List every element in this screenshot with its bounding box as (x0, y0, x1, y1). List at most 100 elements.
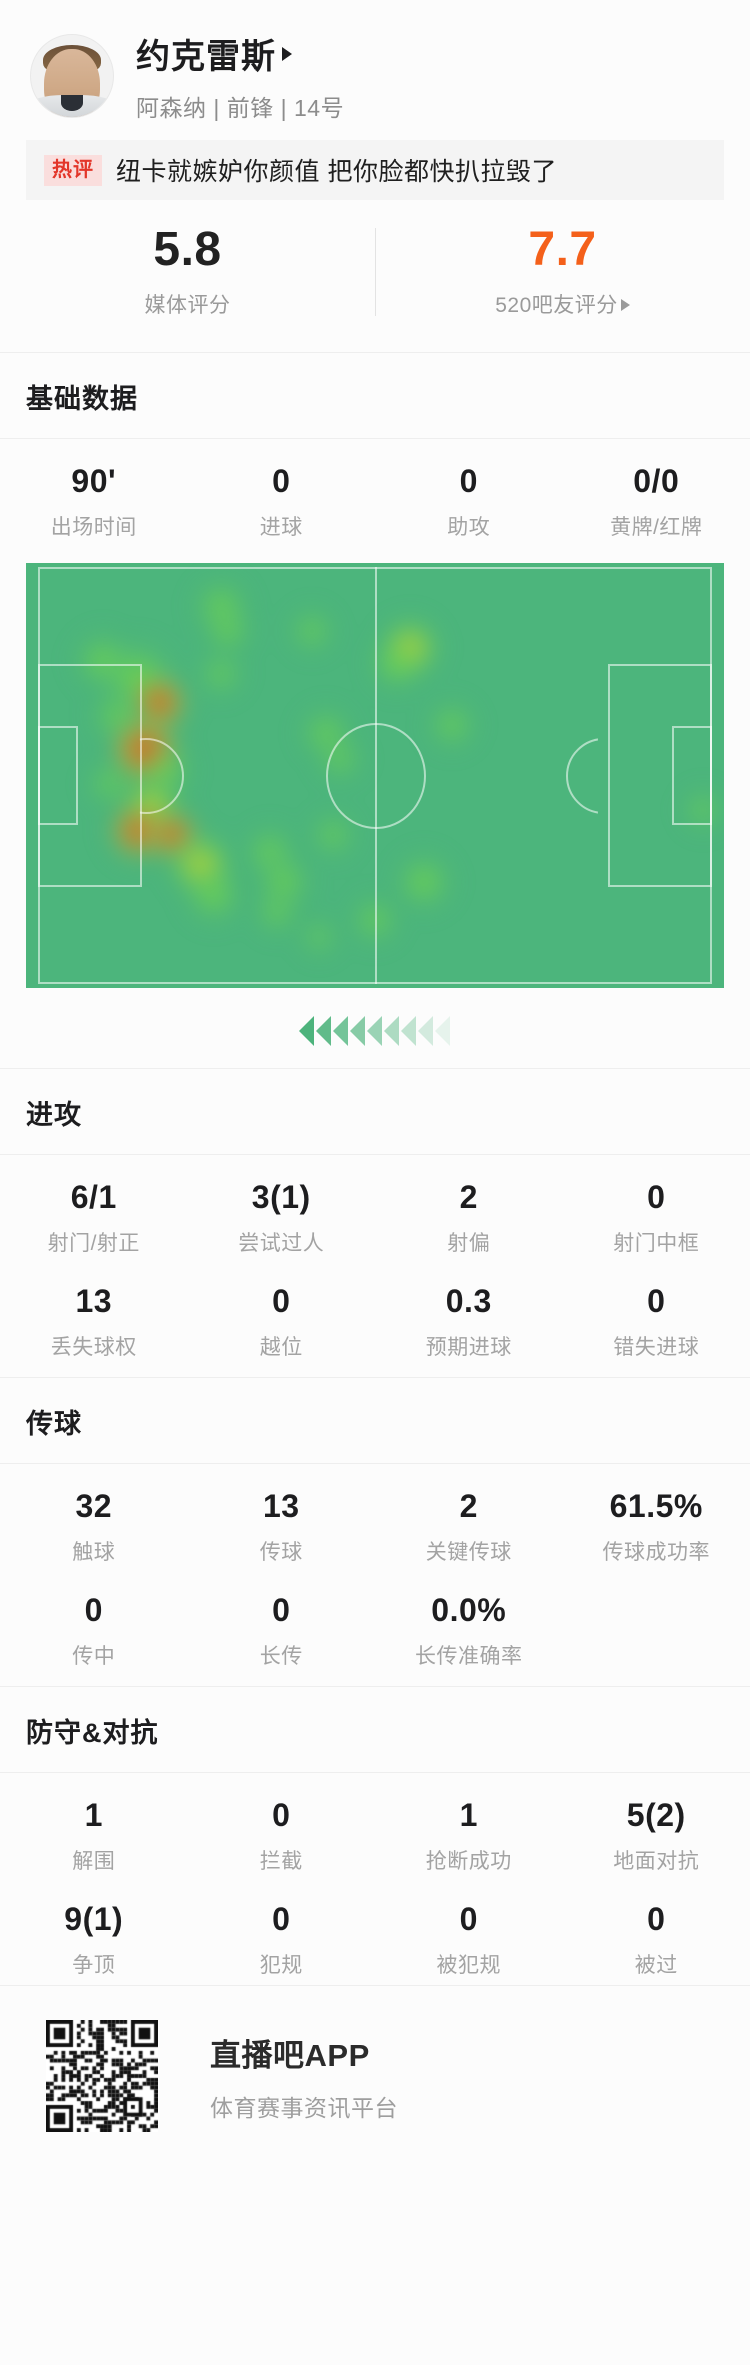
stat-cell: 0 被过 (563, 1901, 750, 1979)
stat-label: 助攻 (447, 516, 491, 539)
heat-blob (199, 651, 244, 696)
chevron-left-icon (400, 1016, 416, 1046)
stat-value: 0 (272, 1797, 291, 1833)
stat-value: 0 (272, 463, 291, 499)
stat-value: 9(1) (64, 1901, 124, 1937)
stat-value: 0 (459, 1901, 478, 1937)
stat-value: 90' (71, 463, 117, 499)
stat-value: 61.5% (609, 1488, 703, 1524)
chevron-left-icon (298, 1016, 314, 1046)
section-divider (0, 1377, 750, 1378)
chevron-right-icon (620, 299, 630, 311)
chevron-left-icon (349, 1016, 365, 1046)
stat-value: 0 (459, 463, 478, 499)
stat-cell: 9(1) 争顶 (0, 1901, 188, 1979)
chevron-left-icon (383, 1016, 399, 1046)
stat-label: 传中 (72, 1645, 116, 1668)
section-underline (0, 1772, 750, 1773)
stat-cell: 61.5% 传球成功率 (563, 1488, 750, 1566)
stats-sections: 基础数据 90' 出场时间 0 进球 0 助攻 0/0 黄牌/红牌 进攻 6/1 射门/射正 3(1) 尝… (0, 352, 750, 1979)
stat-value: 3(1) (251, 1179, 311, 1215)
stat-value: 0 (647, 1283, 666, 1319)
heat-blob (255, 889, 300, 934)
fan-rating[interactable]: 7.7 520吧友评分 (375, 222, 750, 342)
chevron-right-icon (282, 46, 292, 61)
player-header[interactable]: 约克雷斯 阿森纳 | 前锋 | 14号 (0, 0, 750, 126)
stat-cell: 0 传中 (0, 1592, 188, 1670)
stat-cell: 5(2) 地面对抗 (563, 1797, 750, 1875)
stat-value: 32 (75, 1488, 113, 1524)
stat-cell: 1 抢断成功 (375, 1797, 563, 1875)
fan-rating-label-text: 520吧友评分 (495, 294, 618, 317)
stat-cell-empty (563, 1592, 750, 1670)
stat-value: 1 (84, 1797, 103, 1833)
section-underline (0, 1463, 750, 1464)
stat-cell: 0.0% 长传准确率 (375, 1592, 563, 1670)
fan-rating-value: 7.7 (528, 223, 597, 276)
stat-value: 0.3 (445, 1283, 492, 1319)
stat-row: 0 传中 0 长传 0.0% 长传准确率 (0, 1592, 750, 1670)
stat-label: 尝试过人 (238, 1232, 325, 1255)
stat-cell: 0 拦截 (188, 1797, 376, 1875)
goal-box-right (672, 726, 712, 825)
stat-label: 长传 (259, 1645, 303, 1668)
hot-comment-banner[interactable]: 热评 纽卡就嫉妒你颜值 把你脸都快扒拉毁了 (26, 140, 724, 200)
stat-label: 出场时间 (50, 516, 137, 539)
chevron-left-icon (434, 1016, 450, 1046)
stat-label: 关键传球 (425, 1541, 512, 1564)
rating-divider (375, 228, 376, 316)
chevron-left-icon (315, 1016, 331, 1046)
player-info: 约克雷斯 阿森纳 | 前锋 | 14号 (136, 29, 344, 123)
stat-cell: 0.3 预期进球 (375, 1283, 563, 1361)
chevron-left-icon (417, 1016, 433, 1046)
heat-blob (393, 851, 454, 912)
stat-label: 传球 (259, 1541, 303, 1564)
stat-cell: 2 射偏 (375, 1179, 563, 1257)
avatar-collar (61, 95, 83, 111)
stat-value: 0 (272, 1283, 291, 1319)
stat-value: 13 (262, 1488, 300, 1524)
heat-blob (301, 919, 338, 955)
media-rating-value: 5.8 (153, 223, 222, 276)
stat-label: 越位 (259, 1336, 303, 1359)
stat-cell: 1 解围 (0, 1797, 188, 1875)
player-name-row[interactable]: 约克雷斯 (136, 29, 344, 78)
stat-row: 9(1) 争顶 0 犯规 0 被犯规 0 被过 (0, 1901, 750, 1979)
goal-box-left (38, 726, 78, 825)
stat-cell: 0 犯规 (188, 1901, 376, 1979)
stat-cell: 90' 出场时间 (0, 463, 188, 541)
stat-value: 0 (647, 1179, 666, 1215)
stat-cell: 2 关键传球 (375, 1488, 563, 1566)
media-rating-label: 媒体评分 (144, 294, 231, 317)
section-underline (0, 1154, 750, 1155)
stat-cell: 3(1) 尝试过人 (188, 1179, 376, 1257)
stat-label: 射门中框 (613, 1232, 700, 1255)
pitch-heatmap (26, 563, 724, 988)
heatmap-container (26, 563, 724, 1052)
stat-value: 1 (459, 1797, 478, 1833)
avatar (30, 34, 114, 118)
stat-cell: 0 越位 (188, 1283, 376, 1361)
stat-row: 32 触球 13 传球 2 关键传球 61.5% 传球成功率 (0, 1488, 750, 1566)
center-circle (326, 723, 426, 829)
section-divider (0, 352, 750, 353)
player-meta: 阿森纳 | 前锋 | 14号 (136, 95, 345, 121)
stat-cell: 0 被犯规 (375, 1901, 563, 1979)
heat-blob (427, 700, 476, 749)
heat-blob (290, 609, 335, 653)
heat-blobs (26, 563, 724, 988)
stat-cell: 0 射门中框 (563, 1179, 750, 1257)
section-title-1: 进攻 (26, 1100, 82, 1130)
stat-label: 错失进球 (613, 1336, 700, 1359)
fan-rating-label: 520吧友评分 (375, 289, 750, 319)
stat-label: 射偏 (447, 1232, 491, 1255)
section-title-3: 防守&对抗 (26, 1718, 159, 1748)
stat-label: 争顶 (72, 1954, 116, 1977)
section-divider (0, 1686, 750, 1687)
qr-code-icon[interactable] (46, 2020, 158, 2132)
stat-cell: 0/0 黄牌/红牌 (563, 463, 750, 541)
heat-blob (184, 864, 245, 925)
app-promo-footer[interactable]: 直播吧APP 体育赛事资讯平台 (0, 1986, 750, 2132)
stat-row: 90' 出场时间 0 进球 0 助攻 0/0 黄牌/红牌 (0, 463, 750, 541)
stat-label: 丢失球权 (50, 1336, 137, 1359)
